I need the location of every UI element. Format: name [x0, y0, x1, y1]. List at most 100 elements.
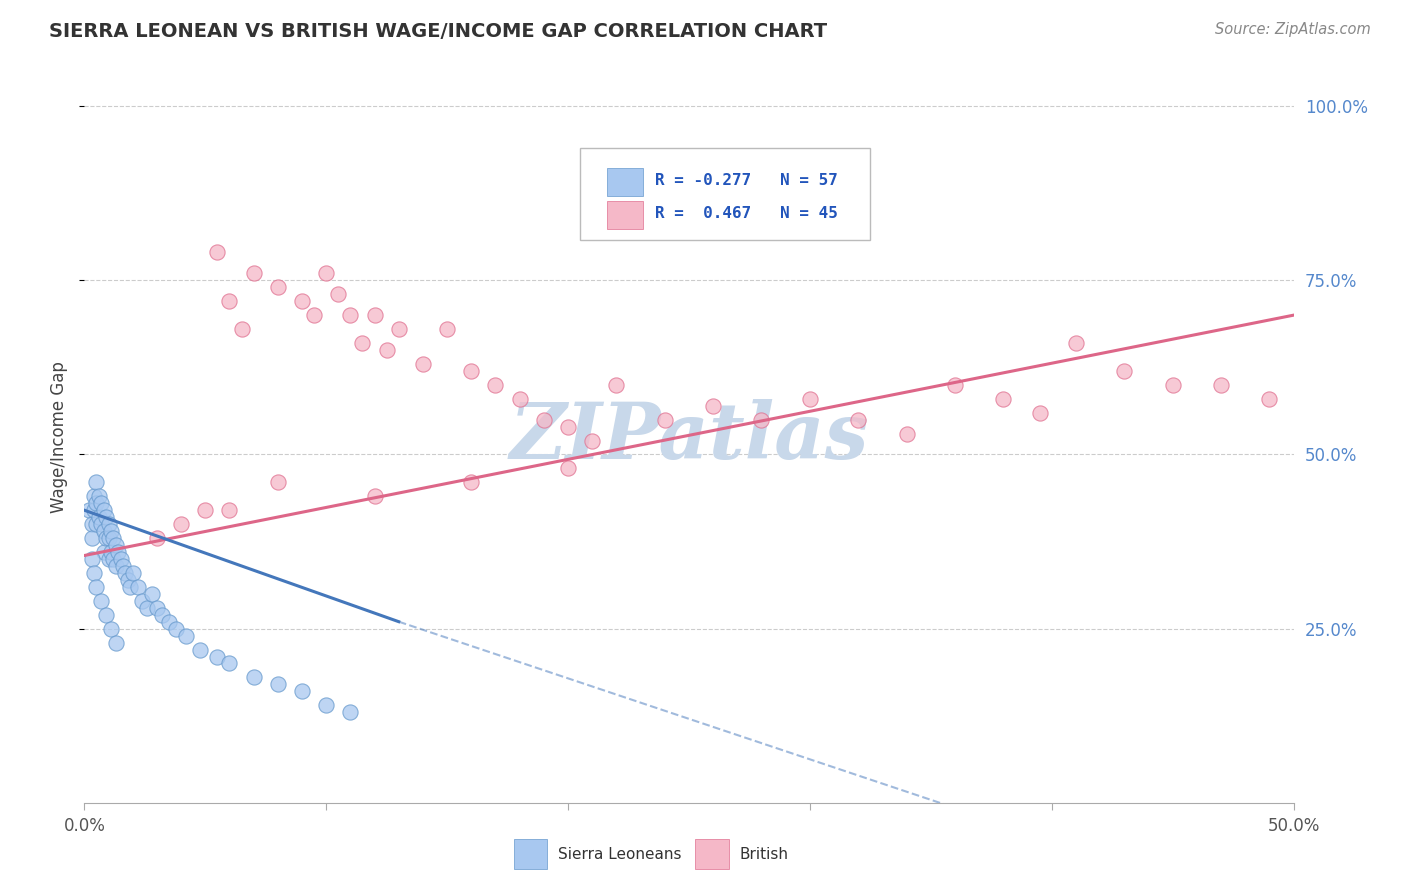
Y-axis label: Wage/Income Gap: Wage/Income Gap	[51, 361, 69, 513]
Point	[83, 566, 105, 580]
Point	[242, 670, 264, 684]
Point	[103, 552, 125, 566]
Point	[141, 587, 163, 601]
Point	[117, 573, 139, 587]
Text: SIERRA LEONEAN VS BRITISH WAGE/INCOME GAP CORRELATION CHART: SIERRA LEONEAN VS BRITISH WAGE/INCOME GA…	[49, 22, 827, 41]
Point	[267, 677, 290, 691]
Point	[328, 287, 350, 301]
Point	[1161, 377, 1184, 392]
Point	[114, 566, 136, 580]
Point	[460, 475, 482, 490]
Point	[375, 343, 398, 357]
Point	[120, 580, 142, 594]
Point	[80, 552, 103, 566]
Point	[100, 524, 122, 538]
Point	[194, 503, 217, 517]
Point	[104, 558, 127, 573]
Point	[86, 475, 108, 490]
Point	[170, 517, 193, 532]
Text: Source: ZipAtlas.com: Source: ZipAtlas.com	[1215, 22, 1371, 37]
Point	[231, 322, 253, 336]
Point	[267, 475, 290, 490]
Point	[605, 377, 627, 392]
Point	[799, 392, 821, 406]
Point	[267, 280, 290, 294]
Point	[315, 698, 337, 713]
Text: R = -0.277   N = 57: R = -0.277 N = 57	[655, 173, 838, 188]
Text: R =  0.467   N = 45: R = 0.467 N = 45	[655, 206, 838, 221]
FancyBboxPatch shape	[695, 839, 728, 869]
Point	[207, 649, 229, 664]
Point	[146, 531, 169, 545]
Point	[97, 531, 120, 545]
Point	[436, 322, 458, 336]
Point	[103, 531, 125, 545]
Point	[97, 552, 120, 566]
Point	[363, 489, 385, 503]
Point	[315, 266, 337, 280]
Point	[100, 545, 122, 559]
Point	[86, 580, 108, 594]
Point	[104, 635, 127, 649]
Point	[291, 684, 314, 698]
Point	[174, 629, 197, 643]
Point	[242, 266, 264, 280]
Point	[146, 600, 169, 615]
Point	[218, 294, 240, 309]
Point	[1028, 406, 1050, 420]
Point	[90, 594, 112, 608]
Point	[1209, 377, 1232, 392]
Point	[90, 496, 112, 510]
Point	[509, 392, 531, 406]
Point	[100, 622, 122, 636]
FancyBboxPatch shape	[607, 201, 643, 228]
Point	[87, 489, 110, 503]
FancyBboxPatch shape	[581, 148, 870, 240]
Point	[302, 308, 325, 322]
Text: British: British	[740, 847, 789, 862]
Point	[110, 552, 132, 566]
Text: Sierra Leoneans: Sierra Leoneans	[558, 847, 682, 862]
FancyBboxPatch shape	[607, 168, 643, 195]
Point	[93, 503, 115, 517]
Point	[943, 377, 966, 392]
Point	[165, 622, 187, 636]
Point	[339, 308, 361, 322]
Point	[80, 517, 103, 532]
Point	[751, 412, 773, 426]
Point	[557, 419, 579, 434]
Point	[83, 503, 105, 517]
Point	[104, 538, 127, 552]
Point	[218, 503, 240, 517]
Point	[557, 461, 579, 475]
Point	[1114, 364, 1136, 378]
Point	[654, 412, 676, 426]
Point	[846, 412, 869, 426]
FancyBboxPatch shape	[513, 839, 547, 869]
Point	[190, 642, 212, 657]
Point	[291, 294, 314, 309]
Point	[127, 580, 149, 594]
Point	[207, 245, 229, 260]
Point	[131, 594, 153, 608]
Point	[150, 607, 173, 622]
Point	[107, 545, 129, 559]
Point	[339, 705, 361, 719]
Point	[388, 322, 411, 336]
Point	[86, 496, 108, 510]
Text: ZIPatlas: ZIPatlas	[509, 399, 869, 475]
Point	[157, 615, 180, 629]
Point	[94, 531, 117, 545]
Point	[121, 566, 143, 580]
Point	[80, 531, 103, 545]
Point	[218, 657, 240, 671]
Point	[94, 510, 117, 524]
Point	[1258, 392, 1281, 406]
Point	[581, 434, 603, 448]
Point	[97, 517, 120, 532]
Point	[83, 489, 105, 503]
Point	[112, 558, 135, 573]
Point	[93, 545, 115, 559]
Point	[94, 607, 117, 622]
Point	[993, 392, 1015, 406]
